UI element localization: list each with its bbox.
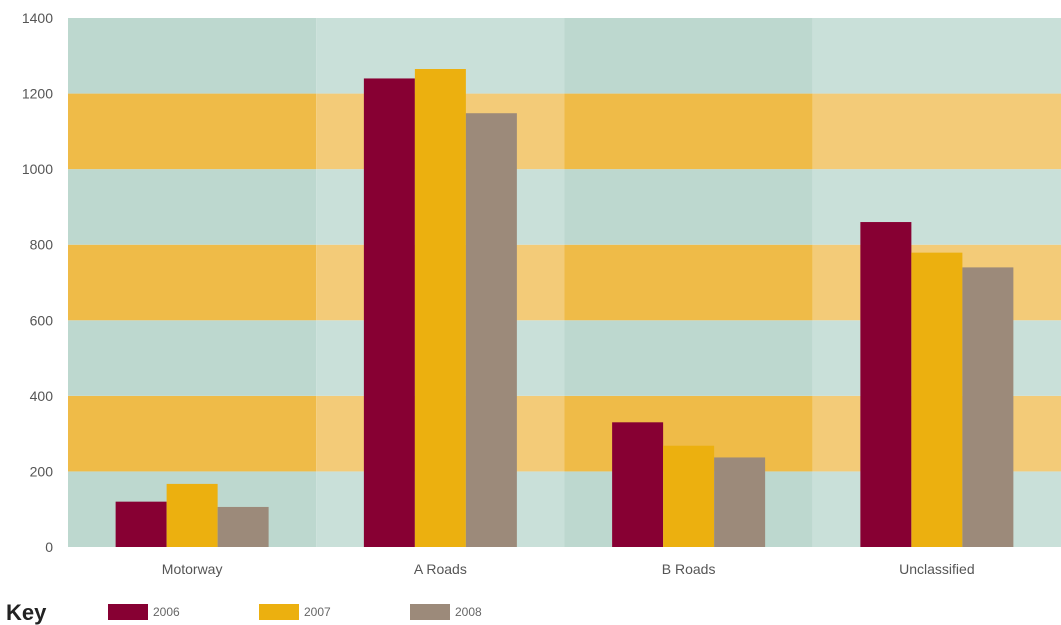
legend-swatch	[410, 604, 450, 620]
background-band	[68, 169, 317, 245]
background-band	[812, 93, 1061, 170]
bar-a-roads-2006	[363, 78, 415, 547]
y-tick-label: 200	[30, 463, 54, 479]
legend-label: 2008	[455, 605, 482, 619]
x-category-label: A Roads	[414, 561, 467, 577]
y-tick-label: 1000	[22, 161, 53, 177]
bars	[115, 69, 1014, 548]
y-tick-label: 1200	[22, 86, 53, 102]
bar-unclassified-2006	[860, 222, 912, 548]
background-band	[68, 18, 317, 94]
bar-unclassified-2007	[911, 252, 963, 547]
bar-b-roads-2008	[714, 457, 766, 547]
bar-motorway-2007	[166, 483, 218, 547]
x-category-label: B Roads	[662, 561, 716, 577]
legend-label: 2007	[304, 605, 331, 619]
bar-b-roads-2007	[663, 445, 715, 547]
bar-a-roads-2007	[414, 69, 466, 547]
y-tick-label: 0	[45, 539, 53, 555]
background-band	[564, 244, 813, 321]
background-band	[68, 320, 317, 396]
bar-a-roads-2008	[465, 113, 517, 547]
background-band	[564, 18, 813, 94]
background-band	[812, 18, 1061, 94]
bar-b-roads-2006	[612, 422, 664, 547]
background-band	[68, 395, 317, 472]
legend: Key 2006 2007 2008	[6, 600, 482, 625]
legend-swatch	[259, 604, 299, 620]
background-band	[564, 169, 813, 245]
background-band	[812, 169, 1061, 245]
x-category-label: Motorway	[162, 561, 223, 577]
background-band	[564, 320, 813, 396]
legend-swatch	[108, 604, 148, 620]
bar-motorway-2008	[217, 506, 269, 547]
y-tick-label: 600	[30, 312, 54, 328]
x-axis-labels: Motorway A Roads B Roads Unclassified	[162, 561, 975, 577]
background-band	[564, 93, 813, 170]
legend-title: Key	[6, 600, 47, 625]
y-tick-label: 800	[30, 237, 54, 253]
y-tick-label: 400	[30, 388, 54, 404]
y-tick-label: 1400	[22, 10, 53, 26]
y-axis-ticks: 0 200 400 600 800 1000 1200 1400	[22, 10, 53, 555]
legend-label: 2006	[153, 605, 180, 619]
bar-motorway-2006	[115, 501, 167, 547]
background-band	[68, 244, 317, 321]
background-band	[68, 93, 317, 170]
bar-unclassified-2008	[962, 267, 1014, 547]
x-category-label: Unclassified	[899, 561, 974, 577]
